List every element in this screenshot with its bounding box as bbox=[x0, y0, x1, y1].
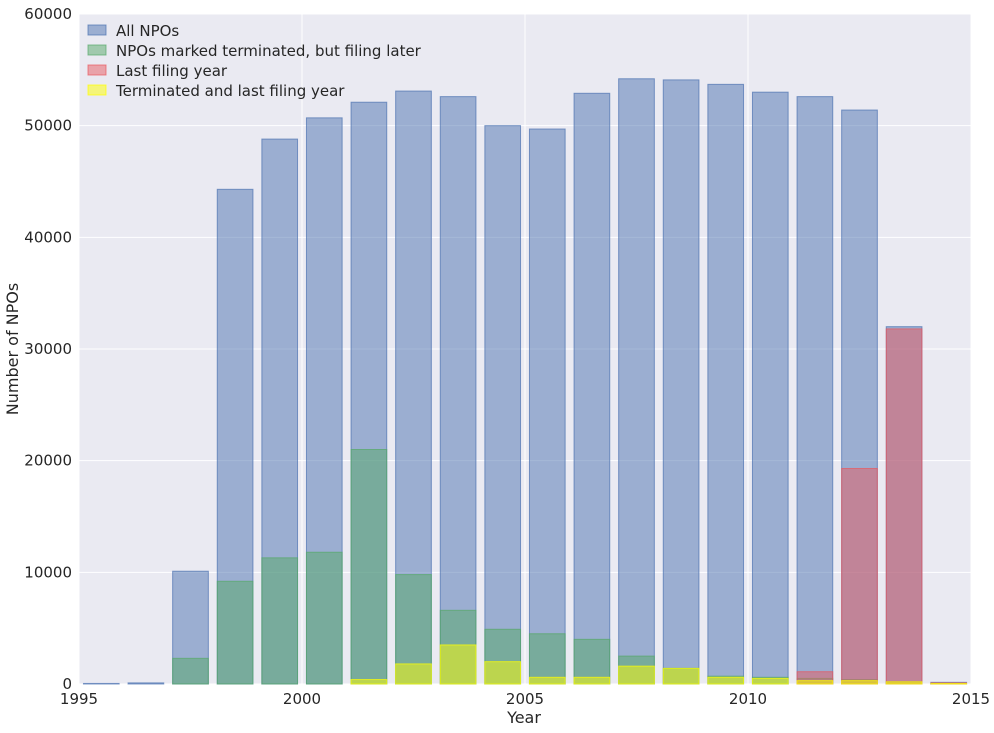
bar-3-2003 bbox=[439, 644, 477, 685]
bar-3-2014 bbox=[930, 682, 968, 685]
bars bbox=[82, 78, 968, 685]
y-tick-label: 50000 bbox=[24, 117, 72, 135]
bar-1-2001 bbox=[350, 449, 388, 685]
bar-3-2005 bbox=[528, 676, 566, 685]
legend-swatch-0 bbox=[87, 24, 107, 36]
bar-3-2008 bbox=[662, 667, 700, 685]
legend-label-1: NPOs marked terminated, but filing later bbox=[116, 42, 422, 60]
y-tick-label: 40000 bbox=[24, 228, 72, 246]
bar-3-2011 bbox=[796, 680, 834, 685]
y-tick-label: 20000 bbox=[24, 452, 72, 470]
legend-swatch-3 bbox=[87, 84, 107, 96]
bar-2-2012 bbox=[841, 467, 878, 685]
legend: All NPOs NPOs marked terminated, but fili… bbox=[87, 22, 422, 100]
bar-2-2013 bbox=[885, 328, 923, 685]
bar-3-2013 bbox=[885, 681, 923, 685]
legend-label-3: Terminated and last filing year bbox=[115, 82, 345, 100]
series-3 bbox=[350, 644, 968, 685]
bar-3-2012 bbox=[841, 680, 878, 685]
bar-0-2007 bbox=[618, 78, 655, 685]
bar-0-2009 bbox=[707, 83, 745, 685]
y-axis-label: Number of NPOs bbox=[3, 283, 22, 415]
series-2 bbox=[796, 328, 968, 685]
bar-0-2008 bbox=[662, 79, 700, 685]
bar-1-2006 bbox=[573, 638, 611, 685]
y-tick-label: 60000 bbox=[24, 5, 72, 23]
y-tick-label: 30000 bbox=[24, 340, 72, 358]
x-tick-label: 1995 bbox=[60, 690, 98, 708]
bar-1-1997 bbox=[172, 657, 209, 685]
x-tick-label: 2000 bbox=[283, 690, 321, 708]
bar-0-2006 bbox=[573, 92, 611, 685]
bar-0-2005 bbox=[528, 128, 566, 685]
bar-3-2009 bbox=[707, 676, 745, 685]
bar-0-2011 bbox=[796, 96, 834, 685]
bar-3-2004 bbox=[484, 661, 522, 685]
bar-0-1996 bbox=[127, 682, 165, 685]
bar-3-2001 bbox=[350, 679, 388, 685]
legend-label-2: Last filing year bbox=[116, 62, 228, 80]
bar-3-2010 bbox=[751, 677, 789, 685]
bar-1-1998 bbox=[216, 580, 254, 685]
y-tick-label: 0 bbox=[62, 675, 72, 693]
bar-1-2005 bbox=[528, 633, 566, 685]
legend-swatch-1 bbox=[87, 44, 107, 56]
bar-3-2002 bbox=[395, 663, 432, 685]
y-tick-label: 10000 bbox=[24, 563, 72, 581]
y-tick-labels: 0 10000 20000 30000 40000 50000 60000 bbox=[24, 5, 72, 693]
x-tick-labels: 1995 2000 2005 2010 2015 bbox=[60, 690, 990, 708]
x-axis-label: Year bbox=[506, 708, 541, 727]
bar-3-2007 bbox=[618, 665, 655, 685]
x-tick-label: 2015 bbox=[952, 690, 990, 708]
bar-0-2010 bbox=[751, 91, 789, 685]
bar-0-2004 bbox=[484, 125, 522, 685]
x-tick-label: 2010 bbox=[729, 690, 767, 708]
bar-0-2003 bbox=[439, 96, 477, 685]
bar-1-2000 bbox=[305, 551, 343, 685]
x-tick-label: 2005 bbox=[506, 690, 544, 708]
bar-3-2006 bbox=[573, 676, 611, 685]
legend-swatch-2 bbox=[87, 64, 107, 76]
legend-label-0: All NPOs bbox=[116, 22, 179, 40]
bar-0-1995 bbox=[82, 682, 120, 685]
bar-1-1999 bbox=[261, 557, 299, 685]
